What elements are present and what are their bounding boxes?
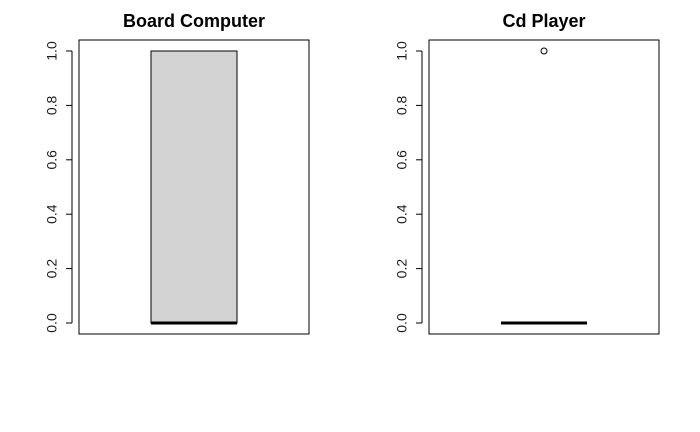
y-tick-label: 0.6	[44, 150, 60, 170]
panel-cd-player: Cd Player 0.0 0.2 0.4 0.6 0.8 1.0	[394, 11, 660, 335]
outlier-point	[540, 47, 548, 55]
panel-board-computer: Board Computer 0.0 0.2 0.4 0.6 0.8 1.0	[44, 11, 310, 335]
y-tick-label: 0.4	[44, 204, 60, 224]
y-tick-label: 0.8	[44, 95, 60, 115]
chart-title: Board Computer	[123, 11, 265, 31]
y-tick-label: 0.2	[44, 259, 60, 279]
y-tick-label: 0.4	[394, 204, 410, 224]
plot-frame	[78, 39, 310, 335]
y-tick-label: 0.8	[394, 95, 410, 115]
y-tick-label: 0.6	[394, 150, 410, 170]
y-tick-label: 0.0	[44, 313, 60, 333]
plot-frame	[428, 39, 660, 335]
y-tick-label: 1.0	[44, 41, 60, 61]
box-iqr	[150, 50, 238, 324]
chart-title: Cd Player	[502, 11, 585, 31]
y-tick-label: 1.0	[394, 41, 410, 61]
y-tick-label: 0.2	[394, 259, 410, 279]
y-tick-label: 0.0	[394, 313, 410, 333]
